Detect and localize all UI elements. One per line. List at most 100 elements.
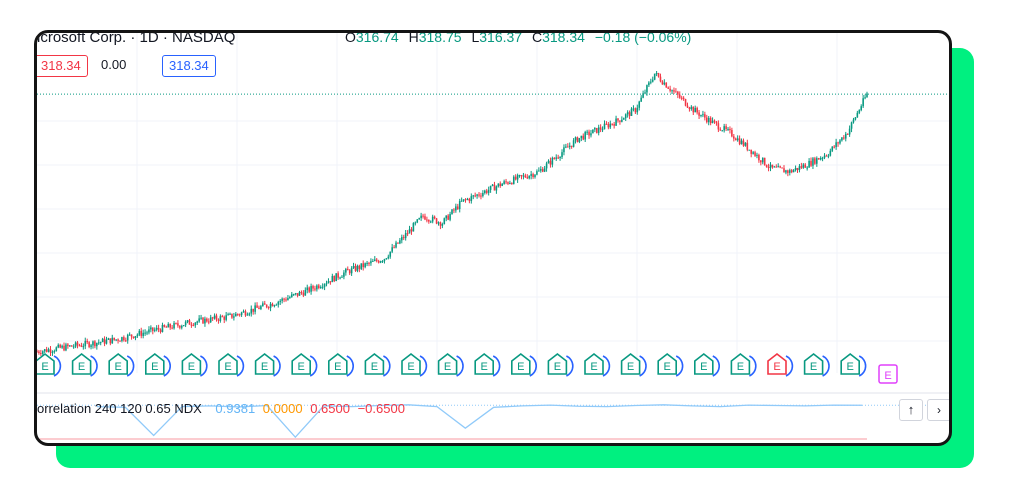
candle-body [173, 323, 175, 329]
indicator-legend[interactable]: orrelation 240 120 0.65 NDX 0.9381 0.000… [37, 401, 405, 416]
candle-body [310, 286, 312, 292]
candle-body [41, 351, 44, 354]
candle-body [775, 166, 778, 168]
candle-body [404, 233, 407, 239]
candle-body [406, 233, 409, 235]
candle-body [364, 263, 366, 268]
candle-body [229, 313, 231, 315]
candle-body [816, 158, 818, 164]
candle-body [387, 256, 390, 259]
candle-body [555, 157, 558, 159]
ohlc-open: 316.74 [355, 30, 399, 45]
candle-body [97, 342, 100, 344]
candle-body [51, 351, 54, 353]
candle-body [468, 198, 471, 202]
earnings-marker-label: E [590, 361, 597, 373]
candle-body [121, 337, 123, 341]
candle-body [319, 287, 322, 289]
candle-body [624, 114, 627, 119]
candle-body [161, 324, 164, 332]
candle-body [252, 308, 254, 312]
sell-button[interactable]: 318.34 [37, 55, 88, 77]
candle-body [88, 342, 90, 347]
candle-body [115, 339, 117, 341]
symbol-title: icrosoft Corp. · 1D · NASDAQ [37, 33, 235, 46]
candle-body [841, 137, 843, 141]
chart-card: E E E E E E E E E E E E E E E E E E E E E E E E icrosoft Corp. … [34, 30, 952, 446]
candle-body [373, 259, 376, 261]
earnings-marker: E [803, 352, 830, 377]
candle-body [258, 307, 260, 310]
candle-body [281, 298, 283, 301]
candle-body [399, 240, 401, 244]
candle-body [655, 73, 658, 75]
candle-body [271, 303, 274, 307]
candle-body [605, 123, 608, 125]
candle-body [86, 340, 88, 343]
more-button[interactable]: › [927, 399, 949, 421]
candle-body [673, 90, 675, 92]
candle-body [119, 340, 121, 342]
candle-body [177, 323, 179, 326]
earnings-marker-label: E [737, 361, 744, 373]
earnings-marker: E [840, 352, 867, 377]
candle-body [671, 90, 673, 92]
candle-body [279, 300, 282, 302]
candle-body [402, 237, 405, 239]
candle-body [401, 237, 403, 241]
candle-body [175, 323, 177, 325]
candle-body [140, 330, 143, 336]
candle-body [738, 138, 741, 145]
candle-body [785, 170, 787, 173]
candle-body [395, 242, 397, 248]
candle-body [443, 218, 446, 225]
candle-body [702, 114, 704, 116]
price-chart[interactable]: E E E E E E E E E E E E E E E E E E E E E E EE [37, 33, 949, 443]
candle-body [756, 154, 758, 156]
earnings-marker: E [474, 352, 501, 377]
candle-body [312, 286, 314, 289]
candle-body [49, 349, 52, 353]
candle-body [819, 158, 822, 160]
candle-body [196, 321, 199, 323]
candle-body [65, 344, 67, 351]
candle-body [690, 106, 693, 109]
candle-body [314, 288, 316, 290]
candle-body [588, 131, 590, 136]
indicator-name: orrelation 240 120 0.65 NDX [37, 401, 202, 416]
candle-body [603, 123, 606, 130]
candle-body [132, 336, 135, 339]
candle-body [761, 157, 764, 163]
candle-body [854, 117, 857, 120]
move-pane-up-button[interactable]: ↑ [899, 399, 923, 421]
candle-body [167, 323, 170, 328]
ohlc-change: −0.18 (−0.06%) [594, 30, 692, 45]
buy-button[interactable]: 318.34 [162, 55, 216, 77]
candle-body [653, 73, 656, 80]
candle-body [80, 345, 83, 347]
candle-body [130, 334, 133, 337]
candle-body [200, 317, 202, 319]
ohlc-low-label: L [471, 30, 480, 45]
candle-body [719, 129, 722, 131]
candle-body [198, 318, 200, 322]
earnings-marker-label: E [188, 361, 195, 373]
candle-body [470, 196, 473, 202]
candle-body [539, 169, 542, 171]
candle-body [516, 175, 519, 180]
candle-body [277, 301, 280, 305]
earnings-marker-label: E [664, 361, 671, 373]
candle-body [796, 167, 799, 171]
candle-body [621, 119, 623, 122]
candle-body [864, 97, 866, 99]
earnings-marker-label: E [298, 361, 305, 373]
candle-body [186, 320, 189, 322]
candle-body [829, 150, 832, 156]
candle-body [538, 170, 540, 172]
candle-body [773, 166, 776, 168]
candle-body [37, 351, 38, 353]
earnings-marker: E [145, 352, 172, 377]
candle-body [700, 114, 702, 116]
candle-body [117, 339, 119, 341]
candle-body [580, 135, 583, 138]
